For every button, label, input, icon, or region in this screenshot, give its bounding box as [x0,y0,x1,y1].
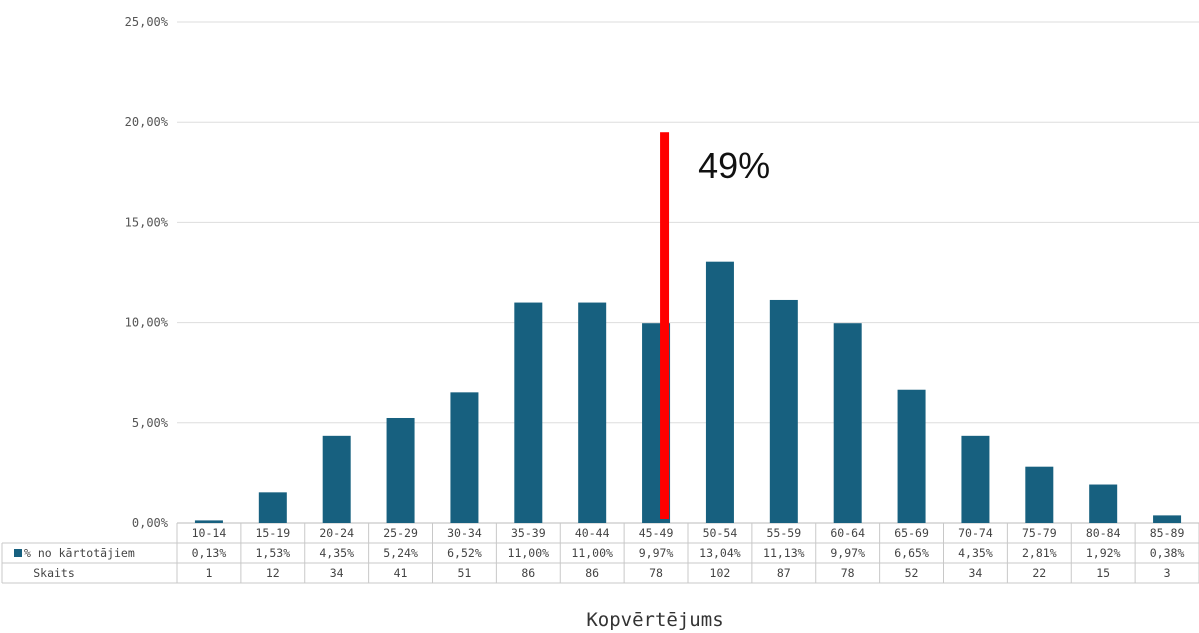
count-cell: 34 [969,566,983,580]
x-tick-label: 65-69 [894,526,929,540]
count-cell: 86 [521,566,535,580]
data-label: 6,52% [447,546,482,560]
count-cell: 1 [205,566,212,580]
count-cell: 12 [266,566,280,580]
count-cell: 78 [841,566,855,580]
marker-group: 49% [660,132,770,519]
data-label: 1,53% [256,546,291,560]
x-axis-title: Kopvērtējums [586,609,723,631]
y-tick-label: 20,00% [125,115,169,129]
x-tick-label: 15-19 [256,526,291,540]
bar [897,389,926,523]
x-tick-label: 80-84 [1086,526,1121,540]
marker-line [660,132,670,519]
count-cell: 51 [458,566,472,580]
count-cell: 34 [330,566,344,580]
x-tick-label: 60-64 [830,526,865,540]
legend-swatch [14,549,22,557]
data-table: 10-14 15-19 20-24 25-29 30-34 35-39 40-44 45-49… [1,523,1199,584]
bar [1153,515,1182,523]
bar [769,299,798,523]
data-label: 2,81% [1022,546,1057,560]
x-tick-label: 70-74 [958,526,993,540]
x-tick-label: 55-59 [767,526,802,540]
x-tick-label: 20-24 [319,526,354,540]
x-tick-label: 40-44 [575,526,610,540]
data-label: 9,97% [830,546,865,560]
bar [1025,466,1054,523]
y-tick-label: 0,00% [132,516,169,530]
bar [322,435,351,523]
data-label: 11,13% [763,546,805,560]
y-axis-tick-labels: 0,00% 5,00% 10,00% 15,00% 20,00% 25,00% [125,15,169,530]
bar [258,492,287,523]
row-label: Skaits [33,566,75,580]
y-tick-label: 10,00% [125,316,169,330]
bar [961,435,990,523]
data-label: 4,35% [958,546,993,560]
x-tick-label: 85-89 [1150,526,1185,540]
bars [194,261,1182,523]
x-tick-label: 25-29 [383,526,418,540]
count-cell: 52 [905,566,919,580]
count-cell: 87 [777,566,791,580]
data-label: 0,38% [1150,546,1185,560]
data-label: 6,65% [894,546,929,560]
data-label: 5,24% [383,546,418,560]
bar [578,302,607,523]
y-tick-label: 25,00% [125,15,169,29]
bar [833,323,862,523]
y-tick-label: 15,00% [125,215,169,229]
bar [194,520,223,523]
x-tick-label: 35-39 [511,526,546,540]
x-tick-label: 30-34 [447,526,482,540]
y-tick-label: 5,00% [132,416,169,430]
x-tick-label: 75-79 [1022,526,1057,540]
data-label: 1,92% [1086,546,1121,560]
bar [450,392,479,523]
count-cell: 41 [394,566,408,580]
count-cell: 86 [585,566,599,580]
bar [1089,484,1118,523]
row-label: % no kārtotājiem [24,546,135,560]
data-label: 11,00% [571,546,613,560]
marker-label: 49% [698,145,770,186]
data-label: 11,00% [508,546,550,560]
bar [386,417,415,523]
count-cell: 78 [649,566,663,580]
count-cell: 15 [1096,566,1110,580]
data-label: 13,04% [699,546,741,560]
x-tick-label: 50-54 [703,526,738,540]
data-label: 4,35% [319,546,354,560]
count-cell: 3 [1164,566,1171,580]
x-tick-label: 45-49 [639,526,674,540]
data-label: 9,97% [639,546,674,560]
bar [514,302,543,523]
data-label: 0,13% [192,546,227,560]
count-cell: 102 [710,566,731,580]
count-cell: 22 [1032,566,1046,580]
x-tick-label: 10-14 [192,526,227,540]
bar [705,261,734,523]
